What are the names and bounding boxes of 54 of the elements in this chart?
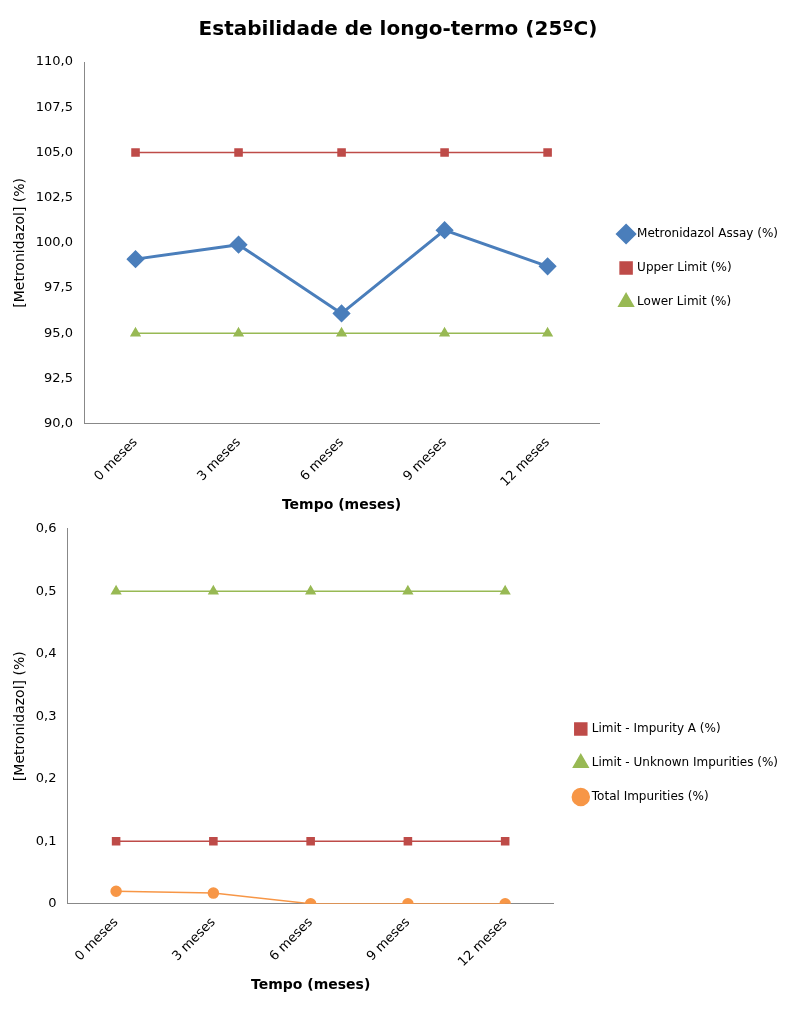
point: [111, 836, 121, 846]
y-axis-title: [Metronidazol] (%): [11, 651, 28, 782]
y-tick-label: 0,2: [35, 770, 57, 786]
point: [403, 836, 413, 846]
y-tick-label: 110,0: [35, 53, 74, 69]
y-tick-label: 107,5: [35, 98, 74, 114]
point: [233, 327, 244, 337]
legend-label: Total Impurities (%): [590, 789, 709, 804]
point: [439, 327, 450, 337]
y-tick-label: 105,0: [35, 143, 74, 159]
legend-label: Limit - Unknown Impurities (%): [591, 755, 778, 770]
legend-label: Upper Limit (%): [637, 260, 732, 275]
y-tick-label: 95,0: [44, 324, 74, 340]
point: [208, 585, 219, 595]
point: [543, 148, 552, 157]
point: [436, 221, 454, 239]
legend-label: Limit - Impurity A (%): [591, 721, 721, 736]
legend-label: Metronidazol Assay (%): [637, 226, 779, 241]
point: [500, 585, 511, 595]
x-axis-title: Tempo (meses): [250, 976, 371, 993]
point: [333, 304, 351, 322]
y-tick-label: 90,0: [44, 415, 74, 431]
point: [306, 836, 315, 846]
y-axis-title: [Metronidazol] (%): [11, 177, 28, 308]
point: [130, 327, 141, 337]
x-axis-title: Tempo (meses): [281, 496, 402, 513]
point: [337, 148, 346, 157]
y-tick-label: 0,4: [35, 645, 57, 661]
y-tick-label: 100,0: [35, 234, 74, 250]
y-tick-label: 0: [48, 895, 57, 911]
point: [336, 327, 347, 337]
point: [111, 585, 122, 595]
chart-title: Estabilidade de longo-termo (25ºC): [198, 16, 598, 41]
point: [539, 257, 557, 275]
y-tick-label: 97,5: [44, 279, 74, 295]
point: [305, 585, 316, 595]
y-tick-label: 0,1: [35, 832, 57, 848]
legend-label: Lower Limit (%): [637, 294, 732, 309]
point: [127, 250, 145, 268]
point: [110, 885, 122, 897]
point: [234, 148, 243, 157]
y-tick-label: 0,3: [35, 707, 57, 723]
point: [230, 236, 248, 254]
point: [440, 148, 449, 157]
y-tick-label: 92,5: [44, 369, 74, 385]
point: [402, 585, 413, 595]
point: [207, 887, 220, 899]
y-tick-label: 102,5: [35, 189, 74, 205]
y-tick-label: 0,5: [35, 582, 57, 598]
point: [542, 327, 553, 337]
y-tick-label: 0,6: [35, 520, 57, 536]
point: [500, 836, 510, 846]
point: [131, 148, 140, 157]
point: [209, 836, 218, 846]
